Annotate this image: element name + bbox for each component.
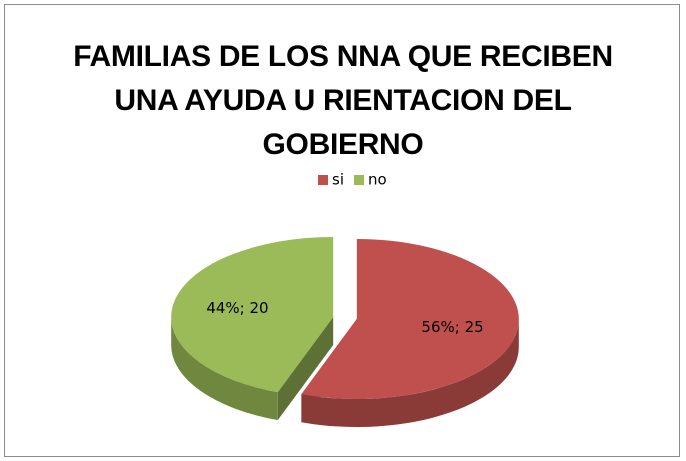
data-label: 44%; 20 [206,299,268,317]
slice [171,236,334,393]
chart-title: FAMILIAS DE LOS NNA QUE RECIBEN UNA AYUD… [73,40,613,161]
slice-side [171,316,278,421]
slice-wall [277,316,334,421]
slice [301,239,519,400]
legend-swatch [318,175,328,185]
slice-side [301,319,519,428]
legend-label: no [368,171,387,189]
legend-swatch [353,175,364,185]
data-label: 56%; 25 [421,318,483,336]
legend-label: si [332,171,344,189]
